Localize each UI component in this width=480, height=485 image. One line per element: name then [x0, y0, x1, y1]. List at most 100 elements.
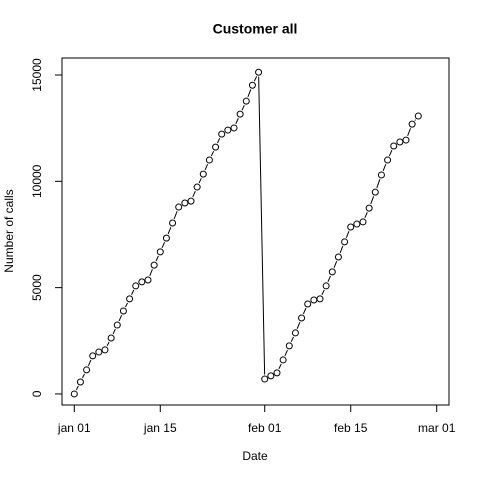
connector [302, 307, 307, 315]
point [341, 238, 349, 246]
connector [192, 190, 196, 198]
point [113, 321, 121, 329]
point [89, 352, 97, 360]
connector [376, 179, 381, 189]
point [169, 219, 177, 227]
point [353, 220, 361, 228]
point [261, 375, 269, 383]
connector [253, 76, 258, 82]
point [359, 218, 367, 226]
point [371, 188, 379, 196]
point [107, 334, 115, 342]
connector [106, 341, 110, 347]
x-tick-label: feb 15 [334, 421, 368, 435]
point [95, 348, 103, 356]
point [199, 170, 207, 178]
y-tick-label: 0 [30, 390, 44, 397]
point [267, 372, 275, 380]
connector [161, 242, 166, 249]
connector [173, 211, 178, 219]
point [162, 234, 170, 242]
y-tick-label: 10000 [30, 164, 44, 198]
connector [241, 105, 245, 111]
point [414, 112, 422, 120]
point [138, 278, 146, 286]
plot-box [61, 57, 450, 406]
chart-title: Customer all [213, 21, 298, 37]
point [193, 183, 201, 191]
point [365, 204, 373, 212]
y-tick-label: 5000 [30, 274, 44, 301]
point [291, 329, 299, 337]
connector [131, 289, 135, 296]
connector [339, 245, 344, 254]
point [132, 282, 140, 290]
connector [327, 275, 331, 283]
point [212, 143, 220, 151]
point [230, 124, 238, 132]
connector [258, 76, 266, 375]
point [224, 126, 232, 134]
point [101, 346, 109, 354]
point [402, 136, 410, 144]
point [144, 276, 152, 284]
point [384, 156, 392, 164]
point [298, 314, 306, 322]
connector [82, 373, 85, 379]
connector [204, 163, 209, 171]
connector [414, 119, 416, 121]
connector [284, 349, 288, 357]
x-axis-label: Date [242, 449, 268, 463]
connector [198, 177, 202, 184]
connector [296, 322, 301, 329]
connector [75, 385, 79, 391]
connector [210, 150, 215, 157]
point [304, 300, 312, 308]
point [76, 378, 84, 386]
point [377, 171, 385, 179]
point [119, 307, 127, 315]
x-tick-label: jan 01 [57, 421, 91, 435]
point [175, 203, 183, 211]
connector [321, 289, 325, 296]
connector [87, 359, 92, 366]
connector [382, 164, 387, 171]
x-tick-label: mar 01 [418, 421, 456, 435]
point [279, 356, 287, 364]
point [156, 248, 164, 256]
point [408, 120, 416, 128]
connector [155, 255, 159, 262]
x-tick-label: feb 01 [248, 421, 282, 435]
connector [167, 226, 172, 235]
point [255, 68, 263, 76]
connector [235, 118, 239, 125]
point [236, 110, 244, 118]
point [126, 295, 134, 303]
connector [364, 212, 368, 219]
point [347, 223, 355, 231]
connector [125, 302, 128, 308]
point [322, 282, 330, 290]
connector [333, 260, 338, 268]
connector [345, 231, 350, 238]
point [396, 138, 404, 146]
point [83, 366, 91, 374]
point [181, 199, 189, 207]
connector [217, 137, 221, 144]
y-axis-label: Number of calls [2, 189, 16, 272]
connector [290, 336, 294, 343]
connector [112, 328, 116, 335]
connector [407, 128, 411, 137]
point [248, 81, 256, 89]
point [334, 253, 342, 261]
point [70, 390, 78, 398]
connector [247, 89, 252, 98]
connector [149, 269, 153, 277]
point [150, 261, 158, 269]
point [205, 156, 213, 164]
point [218, 130, 226, 138]
point [390, 142, 398, 150]
point [273, 369, 281, 377]
point [328, 268, 336, 276]
